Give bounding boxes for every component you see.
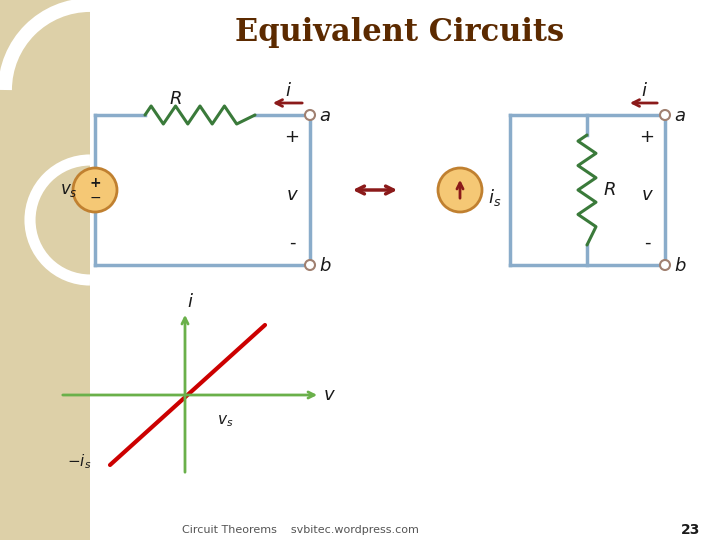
- Circle shape: [660, 260, 670, 270]
- Text: v: v: [287, 186, 297, 204]
- Text: Circuit Theorems    svbitec.wordpress.com: Circuit Theorems svbitec.wordpress.com: [181, 525, 418, 535]
- Text: $v_s$: $v_s$: [217, 413, 233, 429]
- Text: -: -: [644, 234, 650, 252]
- Text: $-i_s$: $-i_s$: [67, 453, 91, 471]
- Text: i: i: [641, 82, 646, 100]
- Text: −: −: [89, 191, 101, 205]
- Text: $v_s$: $v_s$: [60, 181, 78, 199]
- Text: i: i: [285, 82, 290, 100]
- Polygon shape: [0, 0, 90, 540]
- Circle shape: [305, 260, 315, 270]
- Text: v: v: [642, 186, 652, 204]
- Circle shape: [73, 168, 117, 212]
- Text: +: +: [639, 128, 654, 146]
- Text: $b$: $b$: [319, 257, 332, 275]
- Text: v: v: [324, 386, 334, 404]
- Text: $i_s$: $i_s$: [488, 187, 501, 208]
- Text: $R$: $R$: [603, 181, 616, 199]
- Text: $b$: $b$: [674, 257, 687, 275]
- Circle shape: [438, 168, 482, 212]
- Circle shape: [305, 110, 315, 120]
- Text: $R$: $R$: [168, 90, 181, 108]
- Text: Equivalent Circuits: Equivalent Circuits: [235, 17, 564, 48]
- Text: 23: 23: [680, 523, 700, 537]
- Text: +: +: [89, 176, 101, 190]
- Text: $a$: $a$: [674, 107, 686, 125]
- Text: i: i: [187, 293, 192, 311]
- Circle shape: [660, 110, 670, 120]
- Text: $a$: $a$: [319, 107, 331, 125]
- Text: +: +: [284, 128, 300, 146]
- Text: -: -: [289, 234, 295, 252]
